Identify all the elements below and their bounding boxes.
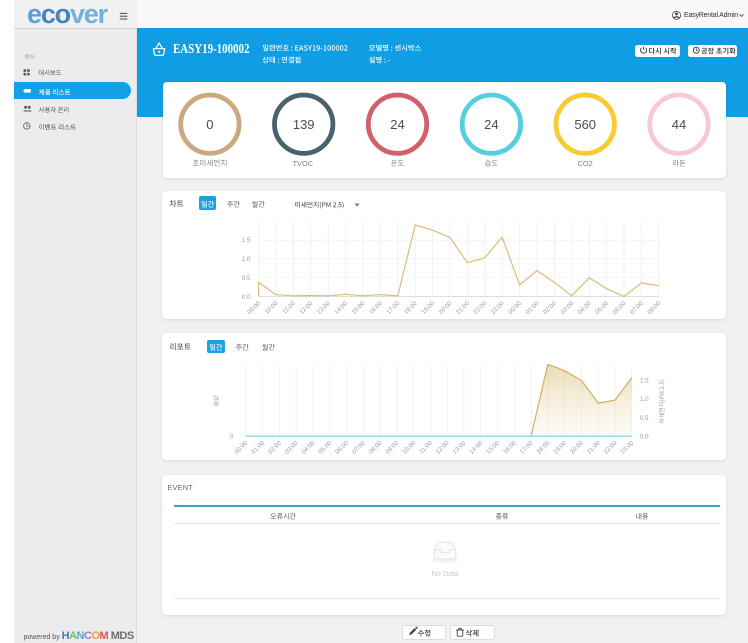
svg-text:04:00: 04:00 <box>300 439 316 455</box>
svg-text:44: 44 <box>672 117 686 132</box>
svg-text:15:00: 15:00 <box>485 439 501 455</box>
svg-text:23:00: 23:00 <box>619 439 635 455</box>
svg-text:09:00: 09:00 <box>384 439 400 455</box>
svg-text:TVOC: TVOC <box>293 159 314 168</box>
svg-text:01:00: 01:00 <box>250 439 266 455</box>
svg-text:03:00: 03:00 <box>284 439 300 455</box>
svg-text:20:00: 20:00 <box>438 300 454 316</box>
svg-text:13:00: 13:00 <box>451 439 467 455</box>
svg-text:06:00: 06:00 <box>612 300 628 316</box>
svg-text:22:00: 22:00 <box>472 300 488 316</box>
svg-text:07:00: 07:00 <box>351 439 367 455</box>
svg-text:05:00: 05:00 <box>317 439 333 455</box>
svg-text:23:00: 23:00 <box>490 300 506 316</box>
svg-text:16:00: 16:00 <box>502 439 518 455</box>
svg-text:12:00: 12:00 <box>298 300 314 316</box>
svg-text:24: 24 <box>390 117 404 132</box>
svg-text:1.0: 1.0 <box>242 256 251 263</box>
svg-text:0: 0 <box>206 117 213 132</box>
svg-text:09:00: 09:00 <box>246 300 262 316</box>
svg-text:06:00: 06:00 <box>334 439 350 455</box>
svg-text:04:00: 04:00 <box>577 300 593 316</box>
svg-text:14:00: 14:00 <box>468 439 484 455</box>
svg-text:02:00: 02:00 <box>267 439 283 455</box>
svg-text:17:00: 17:00 <box>519 439 535 455</box>
svg-text:22:00: 22:00 <box>603 439 619 455</box>
svg-text:19:00: 19:00 <box>552 439 568 455</box>
svg-text:02:00: 02:00 <box>542 300 558 316</box>
svg-text:21:00: 21:00 <box>586 439 602 455</box>
svg-text:07:00: 07:00 <box>629 300 645 316</box>
svg-text:14:00: 14:00 <box>333 300 349 316</box>
svg-text:21:00: 21:00 <box>455 300 471 316</box>
svg-text:03:00: 03:00 <box>559 300 575 316</box>
svg-text:0.5: 0.5 <box>640 415 649 422</box>
svg-text:12:00: 12:00 <box>435 439 451 455</box>
svg-text:10:00: 10:00 <box>264 300 280 316</box>
svg-text:11:00: 11:00 <box>418 439 434 455</box>
svg-text:18:00: 18:00 <box>535 439 551 455</box>
svg-text:17:00: 17:00 <box>385 300 401 316</box>
svg-text:1.5: 1.5 <box>242 237 251 244</box>
svg-text:01:00: 01:00 <box>525 300 541 316</box>
svg-text:08:00: 08:00 <box>646 300 662 316</box>
svg-text:1.5: 1.5 <box>640 378 649 385</box>
svg-text:0.5: 0.5 <box>242 275 251 282</box>
svg-text:19:00: 19:00 <box>420 300 436 316</box>
svg-text:0: 0 <box>230 434 234 441</box>
svg-text:13:00: 13:00 <box>316 300 332 316</box>
svg-text:00:00: 00:00 <box>233 439 249 455</box>
svg-text:16:00: 16:00 <box>368 300 384 316</box>
svg-text:05:00: 05:00 <box>594 300 610 316</box>
svg-text:CO2: CO2 <box>578 159 593 168</box>
svg-text:24: 24 <box>484 117 498 132</box>
svg-text:10:00: 10:00 <box>401 439 417 455</box>
svg-text:11:00: 11:00 <box>281 300 297 316</box>
svg-text:08:00: 08:00 <box>368 439 384 455</box>
svg-text:1.0: 1.0 <box>640 396 649 403</box>
svg-text:00:00: 00:00 <box>507 300 523 316</box>
svg-text:15:00: 15:00 <box>351 300 367 316</box>
svg-text:18:00: 18:00 <box>403 300 419 316</box>
svg-text:560: 560 <box>574 117 596 132</box>
svg-text:0.0: 0.0 <box>242 294 251 301</box>
svg-text:139: 139 <box>293 117 315 132</box>
svg-text:0.0: 0.0 <box>640 434 649 441</box>
svg-text:20:00: 20:00 <box>569 439 585 455</box>
